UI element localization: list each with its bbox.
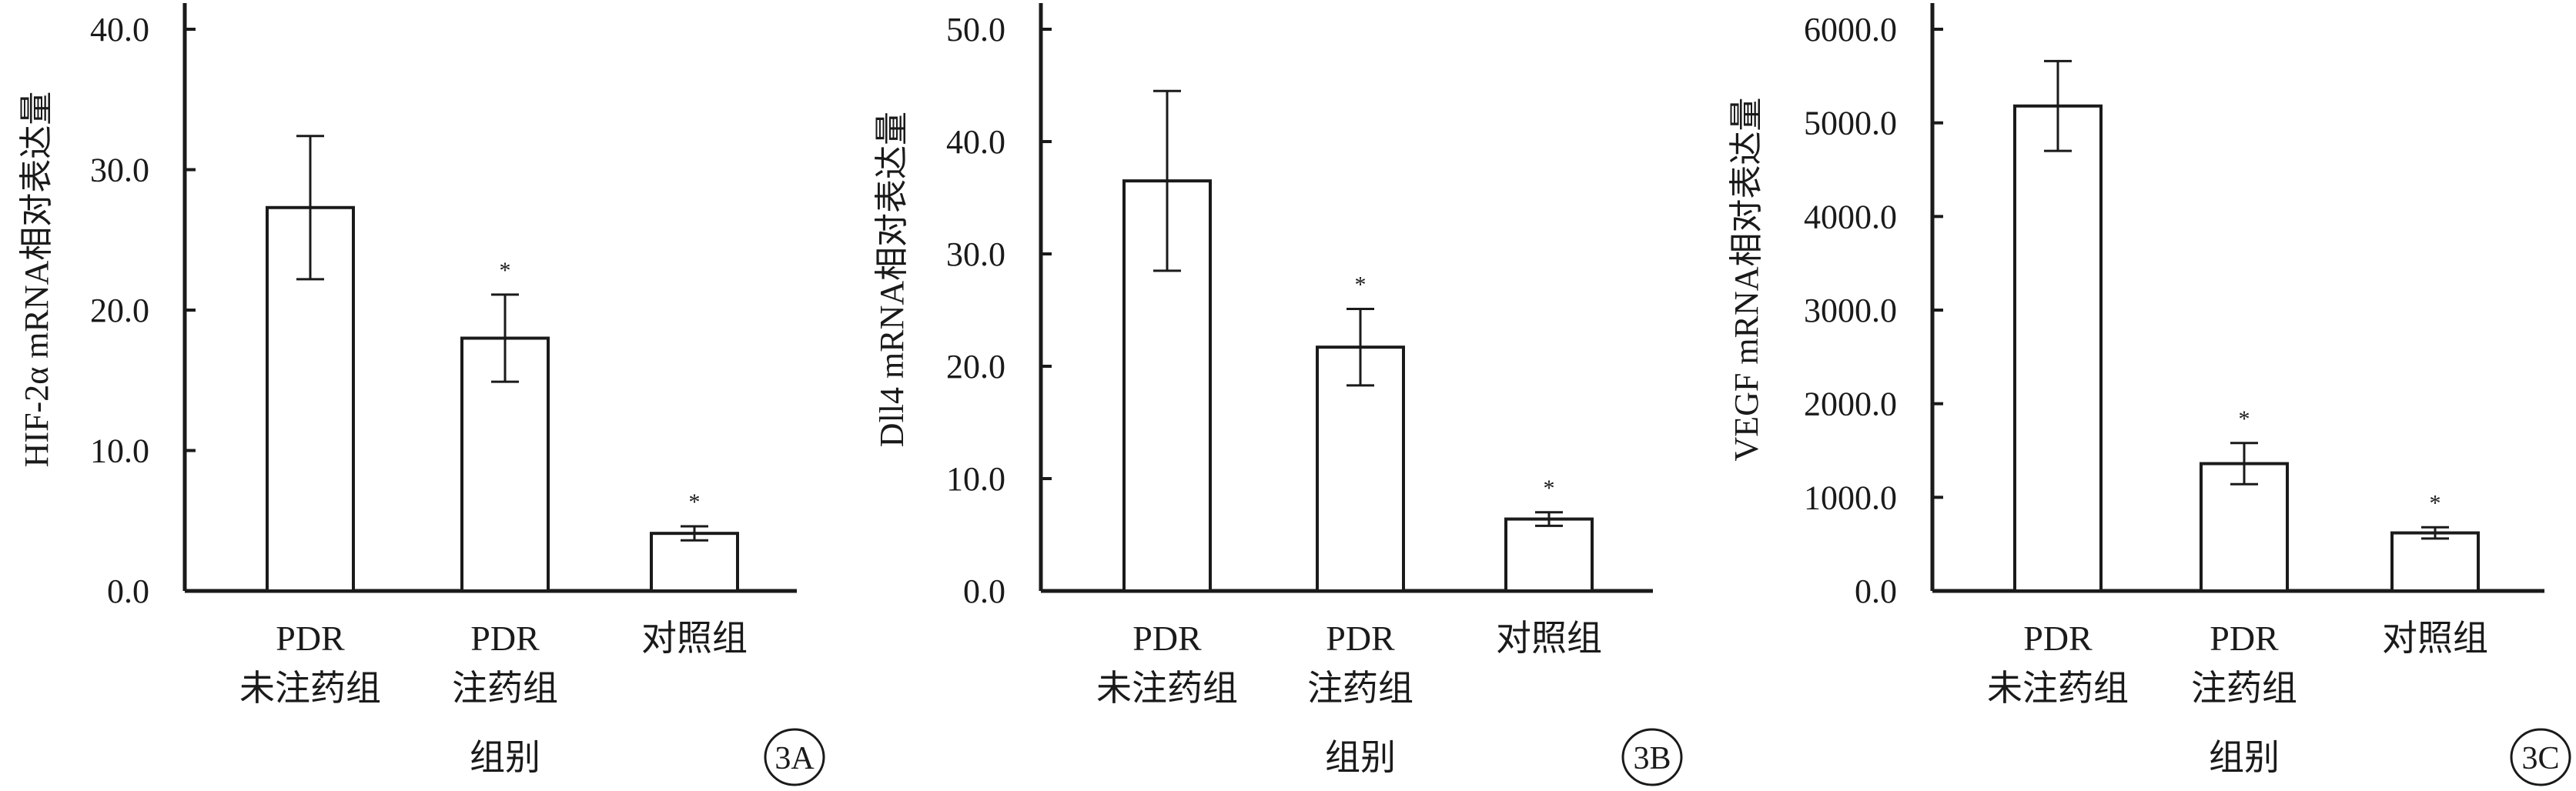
bar	[650, 532, 739, 592]
y-tick-label: 0.0	[1855, 572, 1897, 610]
y-tick-label: 5000.0	[1804, 105, 1897, 142]
category-label-line1: PDR	[1132, 619, 1202, 658]
category-label-line1: 对照组	[2382, 619, 2488, 658]
chart-panel-3c: 0.0 1000.0 2000.0 3000.0 4000.0 5000.0 6000.0 V…	[1728, 3, 2571, 786]
category-label-line1: PDR	[2023, 619, 2093, 658]
y-tick-label: 0.0	[107, 572, 149, 610]
y-tick-label: 10.0	[946, 460, 1005, 498]
category-label-line1: 对照组	[1496, 619, 1602, 658]
category-label-line1: PDR	[2210, 619, 2279, 658]
y-tick-label: 6000.0	[1804, 11, 1897, 48]
y-tick-label: 3000.0	[1804, 292, 1897, 329]
x-axis-label: 组别	[1325, 738, 1396, 777]
panel-tag: 3B	[1633, 741, 1671, 776]
x-axis-label: 组别	[470, 738, 540, 777]
panel-tag: 3C	[2521, 741, 2559, 776]
y-axis-label: VEGF mRNA相对表达量	[1728, 97, 1765, 461]
x-axis-label: 组别	[2209, 738, 2280, 777]
significance-mark: *	[1355, 272, 1367, 298]
category-label-line2: 未注药组	[1987, 669, 2129, 708]
category-label-line1: PDR	[1326, 619, 1395, 658]
significance-mark: *	[2239, 406, 2250, 432]
bar	[2013, 104, 2103, 592]
y-tick-label: 20.0	[946, 348, 1005, 385]
category-label-line2: 注药组	[452, 669, 558, 708]
y-tick-label: 50.0	[946, 11, 1005, 48]
panel-tag-circle	[2510, 728, 2571, 786]
y-tick-label: 40.0	[90, 11, 149, 48]
y-tick-label: 2000.0	[1804, 385, 1897, 423]
bar	[1504, 517, 1594, 592]
panel-tag: 3A	[774, 741, 815, 776]
y-tick-label: 30.0	[946, 235, 1005, 273]
y-tick-label: 1000.0	[1804, 479, 1897, 516]
significance-mark: *	[2430, 490, 2441, 516]
significance-mark: *	[500, 258, 511, 283]
y-tick-label: 20.0	[90, 292, 149, 329]
y-tick-label: 30.0	[90, 152, 149, 189]
panel-tag-circle	[1621, 728, 1683, 786]
significance-mark: *	[1544, 476, 1555, 501]
chart-panel-3a: 0.0 10.0 20.0 30.0 40.0 HIF-2α mRNA相对表达量 PDR 未注…	[18, 3, 825, 786]
category-label-line2: 注药组	[2191, 669, 2297, 708]
significance-mark: *	[689, 489, 701, 515]
category-label-line2: 未注药组	[1096, 669, 1238, 708]
category-label-line1: PDR	[470, 619, 540, 658]
category-label-line2: 未注药组	[239, 669, 381, 708]
category-label-line2: 注药组	[1307, 669, 1413, 708]
bar	[2390, 531, 2480, 592]
y-axis-label: Dll4 mRNA相对表达量	[873, 112, 911, 447]
y-tick-label: 4000.0	[1804, 198, 1897, 235]
category-label-line1: PDR	[276, 619, 345, 658]
panel-tag-circle	[764, 728, 825, 786]
y-tick-label: 0.0	[963, 572, 1005, 610]
y-axis-label: HIF-2α mRNA相对表达量	[18, 92, 55, 468]
y-tick-label: 40.0	[946, 123, 1005, 161]
category-label-line1: 对照组	[641, 619, 748, 658]
y-tick-label: 10.0	[90, 432, 149, 470]
chart-panel-3b: 0.0 10.0 20.0 30.0 40.0 50.0 Dll4 mRNA相对表达量 PDR…	[873, 3, 1683, 786]
